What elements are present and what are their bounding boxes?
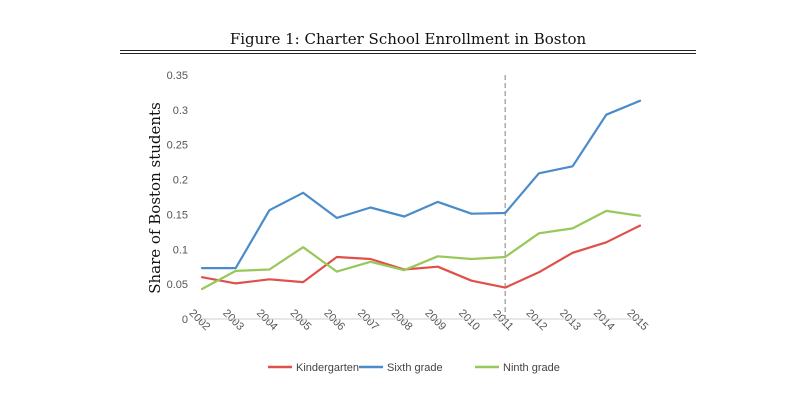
x-tick-label: 2012 bbox=[523, 307, 549, 333]
title-rule-bottom bbox=[120, 53, 696, 54]
x-tick-label: 2010 bbox=[456, 307, 482, 333]
y-tick-label: 0.05 bbox=[167, 279, 188, 291]
x-tick-label: 2013 bbox=[557, 307, 583, 333]
y-tick-label: 0 bbox=[182, 314, 188, 326]
series-line-sixth-grade bbox=[200, 99, 642, 270]
legend-label: Sixth grade bbox=[387, 362, 443, 374]
x-tick-label: 2005 bbox=[288, 307, 314, 333]
y-tick-label: 0.1 bbox=[173, 244, 188, 256]
y-tick-label: 0.3 bbox=[173, 105, 188, 117]
x-tick-label: 2006 bbox=[321, 307, 347, 333]
x-tick-label: 2008 bbox=[389, 307, 415, 333]
y-axis-label: Share of Boston students bbox=[146, 102, 164, 294]
series-line-kindergarten bbox=[200, 224, 642, 289]
x-tick-label: 2007 bbox=[355, 307, 381, 333]
x-tick-label: 2015 bbox=[625, 307, 651, 333]
title-rule-top bbox=[120, 50, 696, 51]
x-tick-label: 2009 bbox=[422, 307, 448, 333]
y-tick-label: 0.15 bbox=[167, 209, 188, 221]
legend-label: Ninth grade bbox=[503, 362, 560, 374]
legend-label: Kindergarten bbox=[296, 362, 359, 374]
y-tick-label: 0.25 bbox=[167, 140, 188, 152]
y-tick-label: 0.2 bbox=[173, 175, 188, 187]
x-tick-label: 2014 bbox=[591, 307, 617, 333]
chart-title: Figure 1: Charter School Enrollment in B… bbox=[229, 30, 587, 48]
x-tick-label: 2011 bbox=[490, 308, 515, 333]
x-tick-label: 2003 bbox=[220, 307, 246, 333]
series-line-ninth-grade bbox=[200, 209, 642, 291]
y-tick-label: 0.35 bbox=[167, 70, 188, 82]
x-tick-label: 2004 bbox=[254, 307, 280, 333]
x-tick-label: 2002 bbox=[187, 307, 213, 333]
